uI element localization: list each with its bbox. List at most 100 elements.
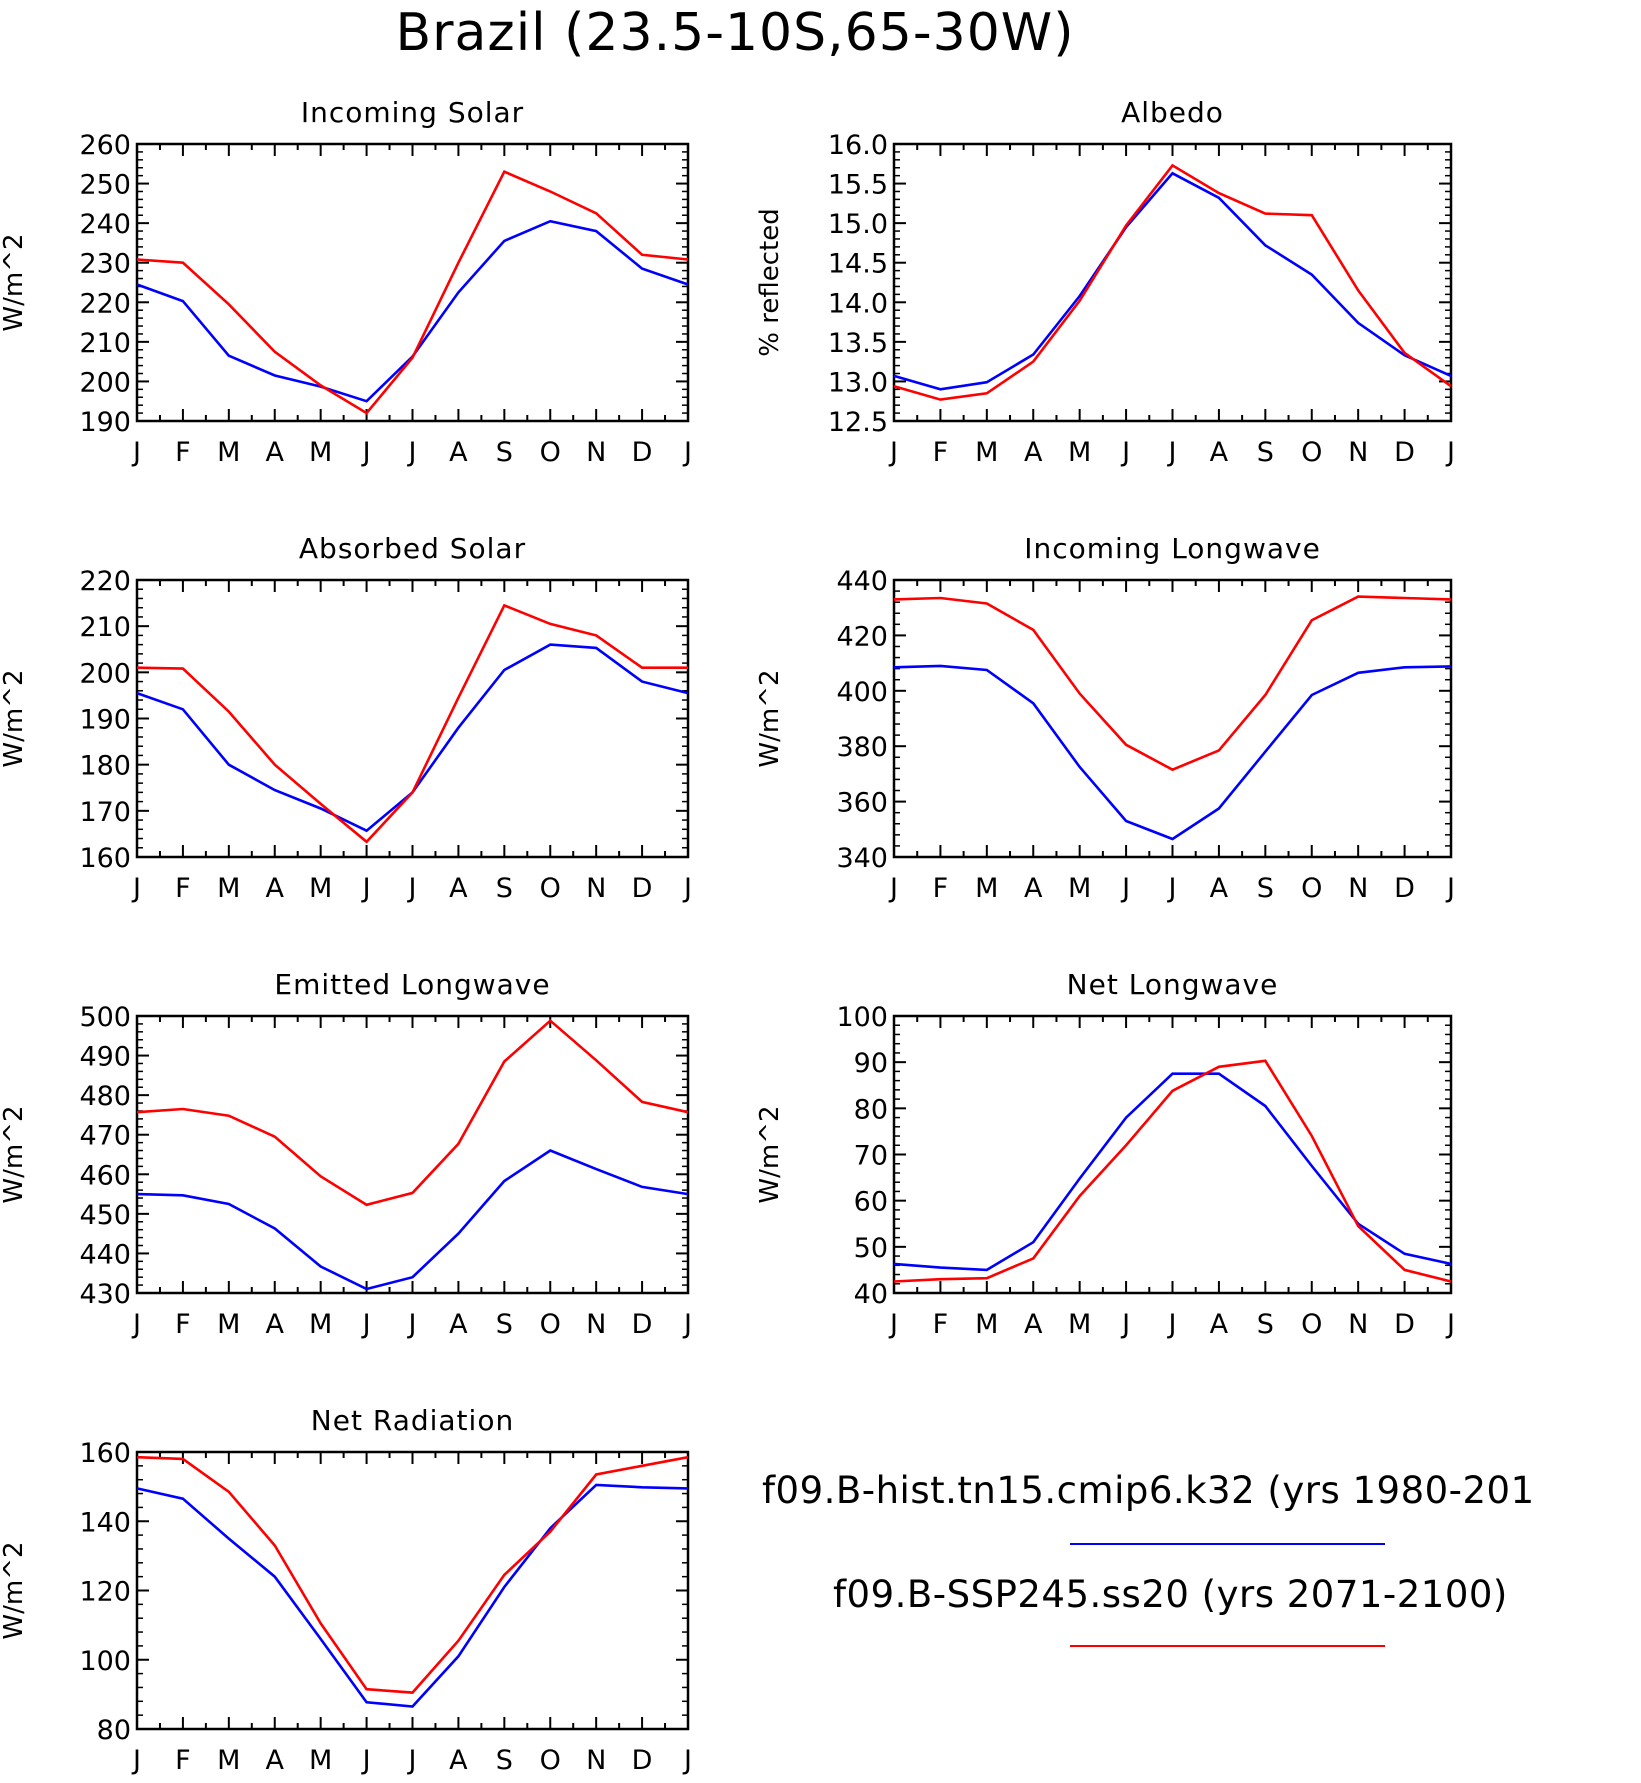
x-tick-label: F [933, 873, 949, 904]
incoming-solar-frame [135, 142, 690, 423]
x-tick-label: J [1445, 1309, 1455, 1340]
x-tick-label: F [175, 873, 191, 904]
net-radiation-frame [135, 1450, 690, 1731]
emitted-longwave-ylabel: W/m^2 [0, 1105, 29, 1203]
net-radiation-series-hist-line [136, 1483, 689, 1708]
y-tick-label: 360 [836, 788, 888, 819]
x-tick-label: J [1120, 437, 1130, 468]
y-tick-label: 220 [79, 566, 131, 597]
y-tick-label: 480 [79, 1081, 131, 1112]
incoming-longwave-title: Incoming Longwave [1024, 532, 1321, 565]
x-tick-label: F [175, 437, 191, 468]
incoming-solar-ylabel: W/m^2 [0, 233, 29, 331]
x-tick-label: A [266, 1309, 285, 1340]
absorbed-solar-frame [135, 578, 690, 859]
y-tick-label: 140 [79, 1507, 131, 1538]
x-tick-label: J [682, 437, 692, 468]
x-tick-label: S [1257, 873, 1274, 904]
y-tick-label: 460 [79, 1160, 131, 1191]
x-tick-label: N [1348, 873, 1368, 904]
x-tick-label: A [1024, 873, 1043, 904]
x-tick-label: J [131, 1745, 141, 1776]
y-tick-label: 70 [854, 1141, 888, 1172]
x-tick-label: J [131, 1309, 141, 1340]
incoming-solar-series-ssp245-line [136, 170, 689, 415]
x-tick-label: J [361, 1745, 371, 1776]
y-tick-label: 170 [79, 797, 131, 828]
x-tick-label: A [266, 1745, 285, 1776]
y-tick-label: 15.5 [828, 170, 888, 201]
incoming-solar-title: Incoming Solar [301, 96, 524, 129]
x-tick-label: J [888, 873, 898, 904]
x-tick-label: O [540, 1745, 561, 1776]
net-longwave-frame [892, 1014, 1453, 1295]
x-tick-label: J [407, 1745, 417, 1776]
x-tick-label: N [586, 437, 606, 468]
x-tick-label: J [682, 1745, 692, 1776]
absorbed-solar-title: Absorbed Solar [299, 532, 526, 565]
y-tick-label: 490 [79, 1042, 131, 1073]
x-tick-label: M [1068, 873, 1091, 904]
y-tick-label: 14.0 [828, 288, 888, 319]
x-tick-label: J [407, 873, 417, 904]
x-tick-label: A [1210, 873, 1229, 904]
emitted-longwave-frame [135, 1014, 690, 1295]
y-tick-label: 15.0 [828, 209, 888, 240]
x-tick-label: M [217, 437, 240, 468]
y-tick-label: 200 [79, 367, 131, 398]
y-tick-label: 190 [79, 705, 131, 736]
x-tick-label: D [632, 873, 653, 904]
x-tick-label: A [266, 873, 285, 904]
y-tick-label: 500 [79, 1002, 131, 1033]
y-tick-label: 100 [79, 1646, 131, 1677]
x-tick-label: M [1068, 437, 1091, 468]
incoming-longwave-series-hist-line [893, 664, 1452, 841]
x-tick-label: F [175, 1309, 191, 1340]
x-tick-label: D [632, 1309, 653, 1340]
y-tick-label: 260 [79, 130, 131, 161]
y-tick-label: 210 [79, 328, 131, 359]
page-title: Brazil (23.5-10S,65-30W) [396, 3, 1075, 63]
net-radiation-ylabel: W/m^2 [0, 1541, 29, 1639]
x-tick-label: N [586, 1309, 606, 1340]
incoming-solar-series-hist-line [136, 219, 689, 403]
x-tick-label: J [361, 873, 371, 904]
x-tick-label: J [407, 437, 417, 468]
x-tick-label: O [1301, 873, 1322, 904]
y-tick-label: 380 [836, 732, 888, 763]
y-tick-label: 440 [836, 566, 888, 597]
y-tick-label: 14.5 [828, 249, 888, 280]
x-tick-label: J [1167, 1309, 1177, 1340]
x-tick-label: J [888, 1309, 898, 1340]
x-tick-label: A [449, 1745, 468, 1776]
legend-label-hist: f09.B-hist.tn15.cmip6.k32 (yrs 1980-201 [762, 1469, 1535, 1512]
y-tick-label: 12.5 [828, 407, 888, 438]
x-tick-label: N [1348, 437, 1368, 468]
y-tick-label: 120 [79, 1577, 131, 1608]
y-tick-label: 200 [79, 658, 131, 689]
x-tick-label: M [309, 1745, 332, 1776]
x-tick-label: F [933, 437, 949, 468]
albedo-frame [892, 142, 1453, 423]
legend-label-ssp245: f09.B-SSP245.ss20 (yrs 2071-2100) [833, 1573, 1508, 1616]
albedo-ylabel: % reflected [755, 208, 785, 356]
y-tick-label: 160 [79, 1438, 131, 1469]
net-longwave-series-hist-line [893, 1072, 1452, 1272]
x-tick-label: M [309, 1309, 332, 1340]
net-radiation-title: Net Radiation [311, 1404, 514, 1437]
y-tick-label: 180 [79, 751, 131, 782]
absorbed-solar-series-ssp245-line [136, 603, 688, 844]
x-tick-label: N [586, 1745, 606, 1776]
y-tick-label: 40 [854, 1279, 888, 1310]
x-tick-label: M [217, 873, 240, 904]
x-tick-label: S [496, 1745, 513, 1776]
x-tick-label: J [361, 1309, 371, 1340]
x-tick-label: M [217, 1745, 240, 1776]
x-tick-label: A [1024, 437, 1043, 468]
x-tick-label: A [449, 1309, 468, 1340]
x-tick-label: S [1257, 1309, 1274, 1340]
